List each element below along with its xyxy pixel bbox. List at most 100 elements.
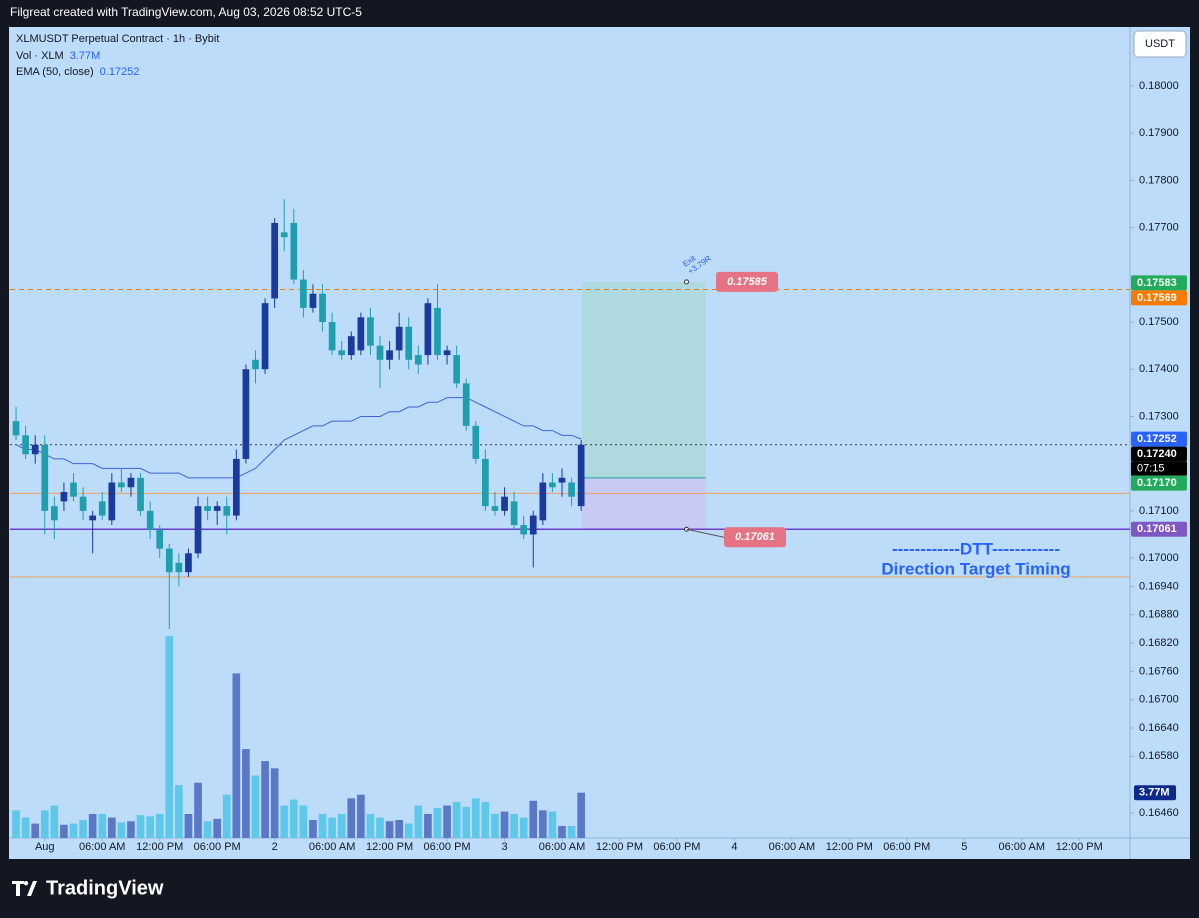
volume-bar bbox=[414, 805, 423, 838]
volume-bar bbox=[424, 813, 432, 838]
x-tick-label: 12:00 PM bbox=[1056, 841, 1103, 853]
volume-bar bbox=[452, 801, 461, 838]
volume-bar bbox=[12, 810, 20, 838]
candle-body bbox=[424, 303, 432, 356]
candle-body bbox=[127, 477, 135, 488]
y-tick-label: 0.17700 bbox=[1139, 222, 1179, 234]
volume-bar bbox=[21, 817, 30, 838]
x-tick-label: 06:00 AM bbox=[539, 841, 585, 853]
candle-body bbox=[434, 307, 441, 356]
volume-bar bbox=[357, 794, 365, 838]
candle-body bbox=[482, 458, 489, 507]
x-tick-label: 06:00 AM bbox=[769, 841, 815, 853]
legend-label: EMA (50, close) bbox=[16, 66, 94, 78]
legend-value: 3.77M bbox=[70, 50, 101, 62]
volume-bar bbox=[60, 824, 68, 838]
credit: Filgreat created with TradingView.com, A… bbox=[10, 5, 362, 19]
candle-body bbox=[520, 525, 528, 535]
x-tick-label: 06:00 AM bbox=[309, 841, 355, 853]
candle-body bbox=[309, 293, 317, 308]
candle-body bbox=[118, 482, 125, 488]
volume-bar bbox=[471, 798, 480, 838]
y-tick-label: 0.16580 bbox=[1139, 750, 1179, 762]
candle-body bbox=[12, 421, 20, 436]
volume-bar bbox=[548, 811, 557, 838]
currency-box[interactable] bbox=[1133, 30, 1187, 58]
legend-value: 0.17252 bbox=[100, 66, 140, 78]
candle-body bbox=[501, 496, 508, 511]
y-tick-label: 0.17000 bbox=[1139, 552, 1179, 564]
candle-body bbox=[98, 501, 106, 516]
candle-body bbox=[31, 444, 39, 455]
volume-bar bbox=[500, 811, 509, 838]
candle-body bbox=[204, 506, 211, 511]
price-badge bbox=[1131, 275, 1187, 291]
volume-bar bbox=[232, 673, 241, 838]
candle-body bbox=[185, 553, 192, 573]
candle-body bbox=[232, 458, 240, 516]
chart-title: XLMUSDT Perpetual Contract · 1h · Bybit bbox=[16, 33, 219, 45]
price-badge bbox=[1131, 521, 1187, 537]
x-tick-label: 12:00 PM bbox=[136, 841, 183, 853]
x-tick-label: 06:00 PM bbox=[194, 841, 241, 853]
candle-body bbox=[146, 510, 154, 530]
candle-body bbox=[156, 529, 164, 549]
y-tick-label: 0.17300 bbox=[1139, 410, 1179, 422]
candle-body bbox=[261, 303, 269, 370]
y-tick-label: 0.16940 bbox=[1139, 580, 1179, 592]
volume-bar bbox=[280, 805, 289, 838]
y-tick-label: 0.17500 bbox=[1139, 316, 1179, 328]
y-tick-label: 0.16880 bbox=[1139, 609, 1179, 621]
volume-bar bbox=[289, 799, 298, 838]
candle-body bbox=[491, 506, 499, 511]
volume-bar bbox=[31, 823, 40, 838]
volume-bar bbox=[376, 817, 384, 838]
annotation: Direction Target Timing bbox=[881, 559, 1070, 578]
price-badge-label: 0.17583 bbox=[1137, 277, 1177, 289]
volume-bar bbox=[385, 821, 394, 838]
candle-body bbox=[108, 482, 116, 521]
volume-bar bbox=[213, 818, 222, 838]
y-tick-label: 0.16820 bbox=[1139, 637, 1179, 649]
volume-bar bbox=[251, 775, 260, 838]
volume-bar bbox=[539, 810, 547, 838]
candle-body bbox=[165, 548, 173, 573]
candle-body bbox=[568, 482, 575, 497]
candle-body bbox=[453, 355, 460, 384]
x-tick-label: 4 bbox=[731, 841, 737, 853]
candle-body bbox=[319, 293, 326, 323]
volume-bar bbox=[567, 825, 576, 838]
footer-logo bbox=[12, 881, 37, 896]
volume-bar bbox=[366, 813, 375, 838]
volume-bar bbox=[481, 801, 490, 838]
candle-body bbox=[175, 562, 183, 573]
price-badge bbox=[1131, 446, 1187, 462]
ema-line bbox=[15, 397, 582, 479]
target-badge bbox=[716, 271, 778, 292]
candle-body bbox=[300, 279, 307, 308]
volume-bar bbox=[136, 815, 145, 838]
volume-bar bbox=[203, 821, 212, 838]
volume-bar bbox=[155, 813, 164, 838]
x-tick-label: 12:00 PM bbox=[826, 841, 873, 853]
volume-bar bbox=[222, 794, 231, 838]
price-badge-label: 0.17569 bbox=[1137, 292, 1177, 304]
candle-body bbox=[472, 425, 480, 459]
volume-bar bbox=[69, 823, 78, 838]
volume-bar bbox=[146, 816, 154, 838]
y-tick-label: 0.16760 bbox=[1139, 665, 1179, 677]
candle-body bbox=[60, 491, 68, 502]
price-badge bbox=[1131, 290, 1187, 306]
volume-bar bbox=[404, 823, 413, 838]
x-tick-label: 3 bbox=[501, 841, 507, 853]
volume-bar bbox=[107, 817, 116, 838]
volume-bar bbox=[491, 813, 499, 838]
x-tick-label: 06:00 PM bbox=[653, 841, 700, 853]
y-tick-label: 0.16640 bbox=[1139, 722, 1179, 734]
volume-bar bbox=[299, 805, 308, 838]
x-tick-label: 5 bbox=[961, 841, 967, 853]
legend-label: Vol · XLM bbox=[16, 50, 64, 62]
currency[interactable]: USDT bbox=[1145, 38, 1175, 50]
countdown-badge bbox=[1131, 461, 1187, 476]
